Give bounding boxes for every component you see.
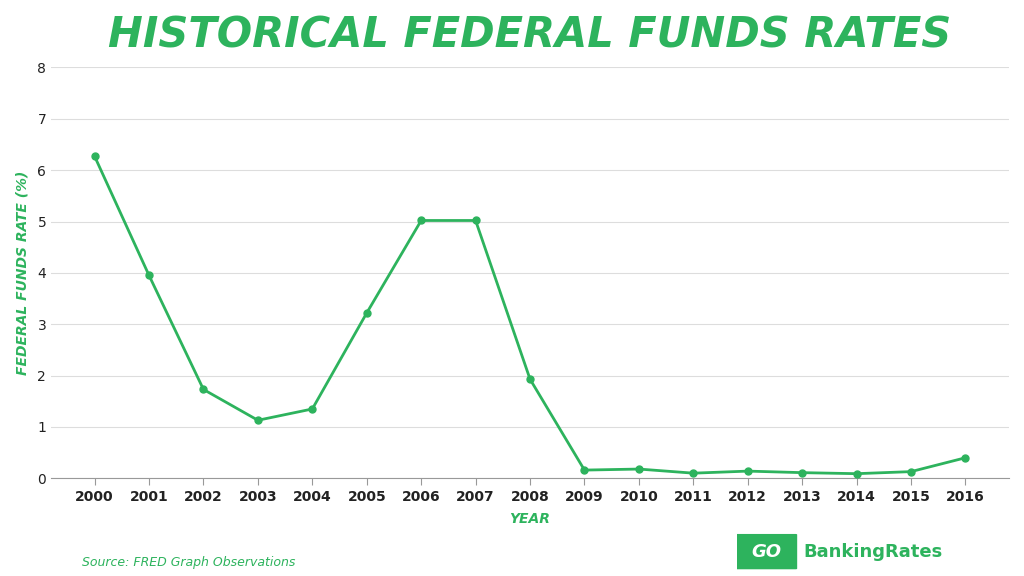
Title: HISTORICAL FEDERAL FUNDS RATES: HISTORICAL FEDERAL FUNDS RATES [109, 15, 951, 57]
Y-axis label: FEDERAL FUNDS RATE (%): FEDERAL FUNDS RATE (%) [15, 170, 29, 375]
X-axis label: YEAR: YEAR [510, 513, 551, 526]
Text: Source: FRED Graph Observations: Source: FRED Graph Observations [82, 556, 295, 569]
Text: BankingRates: BankingRates [804, 543, 943, 560]
Text: GO: GO [752, 543, 781, 560]
FancyBboxPatch shape [736, 534, 797, 569]
